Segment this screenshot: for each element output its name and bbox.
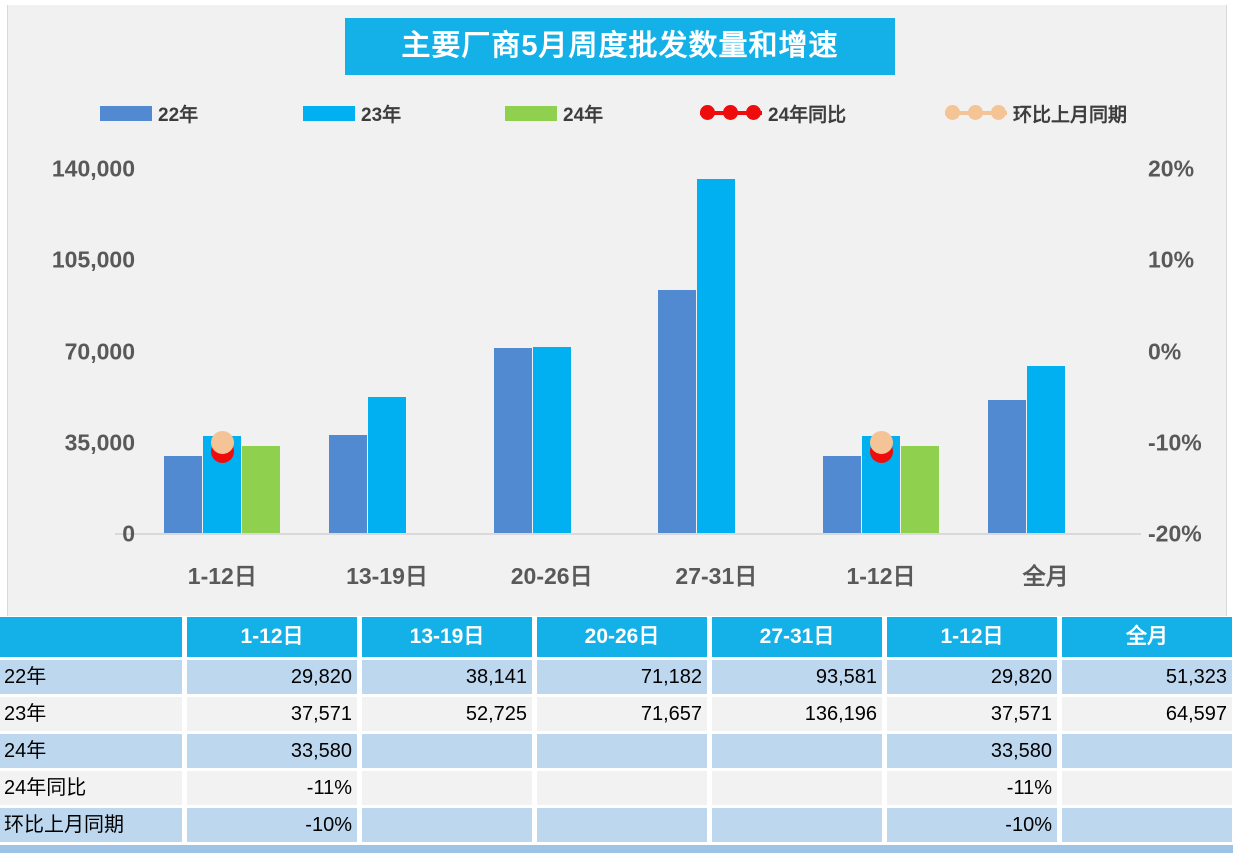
legend-item-24年同比: 24年同比 (700, 98, 846, 128)
table-cell-24年同比-27-31日 (712, 771, 882, 805)
data-table: 1-12日 13-19日 20-26日 27-31日 1-12日 全月 22年 29,820 3… (0, 617, 1232, 842)
table-header-全月: 全月 (1062, 617, 1232, 657)
table-cell-环比上月同期-13-19日 (362, 808, 532, 842)
x-axis-label-20-26日: 20-26日 (510, 563, 593, 589)
point-环比上月同期-1-12日 (869, 431, 893, 455)
x-axis-label-27-31日: 27-31日 (675, 563, 758, 589)
legend-label: 24年同比 (768, 104, 847, 126)
legend-label: 23年 (361, 104, 402, 126)
table-cell-22年-20-26日: 71,182 (537, 660, 707, 694)
y-left-tick: 70,000 (64, 338, 135, 364)
legend-item-24年: 24年 (505, 98, 603, 128)
table-cell-22年-1-12日: 29,820 (887, 660, 1057, 694)
table-cell-24年-1-12日: 33,580 (887, 734, 1057, 768)
bar-22年-1-12日 (823, 456, 861, 534)
y-right-tick: 0% (1148, 338, 1182, 364)
y-right-tick: -10% (1148, 429, 1202, 456)
bar-22年-20-26日 (493, 348, 532, 534)
table-cell-22年-1-12日: 29,820 (187, 660, 357, 694)
chart-section: 主要厂商5月周度批发数量和增速 22年 23年 24年 24年同比 环比上月同期 140… (7, 5, 1227, 616)
legend-label: 环比上月同期 (1013, 104, 1128, 126)
bar-24年-1-12日 (242, 446, 281, 534)
table-cell-24年同比-13-19日 (362, 771, 532, 805)
table-cell-24年同比-20-26日 (537, 771, 707, 805)
bottom-strip (0, 845, 1233, 853)
bar-23年-全月 (1026, 365, 1065, 534)
table-cell-环比上月同期-20-26日 (537, 808, 707, 842)
x-axis-label-1-12日: 1-12日 (187, 563, 257, 589)
bar-23年-27-31日 (697, 178, 736, 534)
table-header-20-26日: 20-26日 (537, 617, 707, 657)
table-header-1-12日: 1-12日 (887, 617, 1057, 657)
table-cell-23年-13-19日: 52,725 (362, 697, 532, 731)
table-cell-24年-全月 (1062, 734, 1232, 768)
table-header-empty (0, 617, 182, 657)
legend-swatch-icon (303, 105, 355, 121)
table-cell-24年-13-19日 (362, 734, 532, 768)
table-header-13-19日: 13-19日 (362, 617, 532, 657)
table-cell-22年-13-19日: 38,141 (362, 660, 532, 694)
table-header-1-12日: 1-12日 (187, 617, 357, 657)
table-cell-23年-27-31日: 136,196 (712, 697, 882, 731)
x-axis-label-1-12日: 1-12日 (846, 563, 916, 589)
y-left-tick: 35,000 (64, 429, 135, 456)
table-row-label-22年: 22年 (0, 660, 182, 694)
legend-swatch-icon (505, 105, 557, 121)
x-axis-label-全月: 全月 (1022, 563, 1069, 589)
table-cell-24年同比-1-12日: -11% (887, 771, 1057, 805)
y-right-tick: 10% (1148, 246, 1195, 273)
bar-22年-1-12日 (164, 456, 203, 534)
table-cell-环比上月同期-27-31日 (712, 808, 882, 842)
table-header-27-31日: 27-31日 (712, 617, 882, 657)
bar-22年-全月 (987, 400, 1026, 534)
x-axis-line (115, 533, 1141, 535)
legend-line-marker-icon (700, 105, 762, 121)
table-cell-24年-27-31日 (712, 734, 882, 768)
legend-label: 24年 (563, 104, 604, 126)
legend-item-22年: 22年 (100, 98, 198, 128)
y-right-tick: 20% (1148, 155, 1195, 182)
legend-swatch-icon (100, 105, 152, 121)
table-cell-22年-27-31日: 93,581 (712, 660, 882, 694)
plot-area (140, 151, 1128, 534)
y-left-tick: 140,000 (51, 155, 135, 182)
table-cell-23年-20-26日: 71,657 (537, 697, 707, 731)
table-cell-24年同比-全月 (1062, 771, 1232, 805)
table-cell-22年-全月: 51,323 (1062, 660, 1232, 694)
y-left-tick: 105,000 (51, 246, 135, 273)
table-cell-23年-全月: 64,597 (1062, 697, 1232, 731)
table-row-label-环比上月同期: 环比上月同期 (0, 808, 182, 842)
x-axis-label-13-19日: 13-19日 (346, 563, 428, 589)
bar-22年-27-31日 (658, 290, 697, 534)
y-left-tick: 0 (122, 520, 135, 547)
legend-item-环比上月同期: 环比上月同期 (945, 98, 1127, 128)
table-cell-23年-1-12日: 37,571 (887, 697, 1057, 731)
chart-legend: 22年 23年 24年 24年同比 环比上月同期 (8, 98, 1226, 128)
table-cell-环比上月同期-全月 (1062, 808, 1232, 842)
table-row-label-24年: 24年 (0, 734, 182, 768)
bar-23年-13-19日 (368, 396, 406, 534)
legend-label: 22年 (158, 104, 199, 126)
point-环比上月同期-1-12日 (210, 431, 234, 455)
table-cell-24年-20-26日 (537, 734, 707, 768)
bar-22年-13-19日 (329, 434, 367, 534)
table-cell-环比上月同期-1-12日: -10% (187, 808, 357, 842)
table-cell-23年-1-12日: 37,571 (187, 697, 357, 731)
legend-line-marker-icon (945, 105, 1007, 121)
table-row-label-23年: 23年 (0, 697, 182, 731)
table-cell-24年同比-1-12日: -11% (187, 771, 357, 805)
bar-24年-1-12日 (901, 446, 939, 534)
bar-23年-20-26日 (532, 347, 571, 534)
table-cell-24年-1-12日: 33,580 (187, 734, 357, 768)
y-right-tick: -20% (1148, 520, 1202, 547)
chart-title: 主要厂商5月周度批发数量和增速 (345, 18, 895, 75)
legend-item-23年: 23年 (303, 98, 401, 128)
table-row-label-24年同比: 24年同比 (0, 771, 182, 805)
table-cell-环比上月同期-1-12日: -10% (887, 808, 1057, 842)
